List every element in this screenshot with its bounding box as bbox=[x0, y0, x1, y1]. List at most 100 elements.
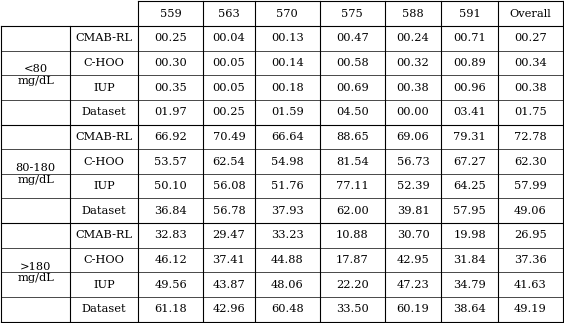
Text: 57.95: 57.95 bbox=[453, 206, 486, 216]
Text: Overall: Overall bbox=[509, 9, 552, 19]
Text: 26.95: 26.95 bbox=[514, 230, 547, 240]
Text: 67.27: 67.27 bbox=[453, 157, 486, 166]
Text: 00.47: 00.47 bbox=[336, 33, 368, 43]
Text: 57.99: 57.99 bbox=[514, 181, 547, 191]
Text: 54.98: 54.98 bbox=[271, 157, 303, 166]
Text: 39.81: 39.81 bbox=[396, 206, 429, 216]
Text: 32.83: 32.83 bbox=[155, 230, 187, 240]
Text: 00.89: 00.89 bbox=[453, 58, 486, 68]
Text: 47.23: 47.23 bbox=[396, 280, 429, 290]
Text: 48.06: 48.06 bbox=[271, 280, 303, 290]
Text: Dataset: Dataset bbox=[82, 107, 126, 117]
Text: 30.70: 30.70 bbox=[396, 230, 429, 240]
Text: 38.64: 38.64 bbox=[453, 304, 486, 314]
Text: 00.18: 00.18 bbox=[271, 83, 303, 93]
Text: 80-180
mg/dL: 80-180 mg/dL bbox=[16, 163, 56, 185]
Text: 66.92: 66.92 bbox=[155, 132, 187, 142]
Text: 62.54: 62.54 bbox=[213, 157, 245, 166]
Text: 00.05: 00.05 bbox=[213, 83, 245, 93]
Text: 570: 570 bbox=[276, 9, 298, 19]
Text: C-HOO: C-HOO bbox=[83, 58, 125, 68]
Text: 46.12: 46.12 bbox=[155, 255, 187, 265]
Text: 00.00: 00.00 bbox=[396, 107, 429, 117]
Text: 42.95: 42.95 bbox=[396, 255, 429, 265]
Text: 00.05: 00.05 bbox=[213, 58, 245, 68]
Text: 56.78: 56.78 bbox=[213, 206, 245, 216]
Text: 79.31: 79.31 bbox=[453, 132, 486, 142]
Text: 01.59: 01.59 bbox=[271, 107, 303, 117]
Text: 04.50: 04.50 bbox=[336, 107, 368, 117]
Text: 00.25: 00.25 bbox=[213, 107, 245, 117]
Text: 33.50: 33.50 bbox=[336, 304, 368, 314]
Text: 563: 563 bbox=[218, 9, 240, 19]
Text: IUP: IUP bbox=[93, 181, 115, 191]
Text: <80
mg/dL: <80 mg/dL bbox=[17, 65, 54, 86]
Text: 00.32: 00.32 bbox=[396, 58, 429, 68]
Text: 49.19: 49.19 bbox=[514, 304, 547, 314]
Text: 69.06: 69.06 bbox=[396, 132, 429, 142]
Text: 60.19: 60.19 bbox=[396, 304, 429, 314]
Text: 00.27: 00.27 bbox=[514, 33, 547, 43]
Text: 72.78: 72.78 bbox=[514, 132, 547, 142]
Text: 00.04: 00.04 bbox=[213, 33, 245, 43]
Text: 00.38: 00.38 bbox=[396, 83, 429, 93]
Text: 00.13: 00.13 bbox=[271, 33, 303, 43]
Text: 00.69: 00.69 bbox=[336, 83, 368, 93]
Text: 01.75: 01.75 bbox=[514, 107, 547, 117]
Text: 34.79: 34.79 bbox=[453, 280, 486, 290]
Text: IUP: IUP bbox=[93, 83, 115, 93]
Text: >180
mg/dL: >180 mg/dL bbox=[17, 262, 54, 283]
Text: 31.84: 31.84 bbox=[453, 255, 486, 265]
Text: 61.18: 61.18 bbox=[155, 304, 187, 314]
Text: 33.23: 33.23 bbox=[271, 230, 303, 240]
Text: 62.30: 62.30 bbox=[514, 157, 547, 166]
Text: 49.56: 49.56 bbox=[155, 280, 187, 290]
Text: 10.88: 10.88 bbox=[336, 230, 368, 240]
Text: 00.71: 00.71 bbox=[453, 33, 486, 43]
Text: 81.54: 81.54 bbox=[336, 157, 368, 166]
Text: 19.98: 19.98 bbox=[453, 230, 486, 240]
Text: Dataset: Dataset bbox=[82, 206, 126, 216]
Text: 56.08: 56.08 bbox=[213, 181, 245, 191]
Text: 41.63: 41.63 bbox=[514, 280, 547, 290]
Text: 00.34: 00.34 bbox=[514, 58, 547, 68]
Text: 53.57: 53.57 bbox=[155, 157, 187, 166]
Text: 50.10: 50.10 bbox=[155, 181, 187, 191]
Text: C-HOO: C-HOO bbox=[83, 255, 125, 265]
Text: 62.00: 62.00 bbox=[336, 206, 368, 216]
Text: 00.58: 00.58 bbox=[336, 58, 368, 68]
Text: 00.38: 00.38 bbox=[514, 83, 547, 93]
Text: 22.20: 22.20 bbox=[336, 280, 368, 290]
Text: 52.39: 52.39 bbox=[396, 181, 429, 191]
Text: 00.96: 00.96 bbox=[453, 83, 486, 93]
Text: 49.06: 49.06 bbox=[514, 206, 547, 216]
Text: 36.84: 36.84 bbox=[155, 206, 187, 216]
Text: 42.96: 42.96 bbox=[213, 304, 245, 314]
Text: 17.87: 17.87 bbox=[336, 255, 368, 265]
Text: Dataset: Dataset bbox=[82, 304, 126, 314]
Text: 575: 575 bbox=[341, 9, 363, 19]
Text: 56.73: 56.73 bbox=[396, 157, 429, 166]
Text: 00.30: 00.30 bbox=[155, 58, 187, 68]
Text: 66.64: 66.64 bbox=[271, 132, 303, 142]
Text: 29.47: 29.47 bbox=[213, 230, 245, 240]
Text: C-HOO: C-HOO bbox=[83, 157, 125, 166]
Text: 60.48: 60.48 bbox=[271, 304, 303, 314]
Text: 70.49: 70.49 bbox=[213, 132, 245, 142]
Text: IUP: IUP bbox=[93, 280, 115, 290]
Text: 37.41: 37.41 bbox=[213, 255, 245, 265]
Text: 00.25: 00.25 bbox=[155, 33, 187, 43]
Text: 64.25: 64.25 bbox=[453, 181, 486, 191]
Text: 588: 588 bbox=[402, 9, 424, 19]
Text: CMAB-RL: CMAB-RL bbox=[76, 132, 133, 142]
Text: 00.14: 00.14 bbox=[271, 58, 303, 68]
Text: 37.36: 37.36 bbox=[514, 255, 547, 265]
Text: 44.88: 44.88 bbox=[271, 255, 303, 265]
Text: 43.87: 43.87 bbox=[213, 280, 245, 290]
Text: 37.93: 37.93 bbox=[271, 206, 303, 216]
Text: 00.24: 00.24 bbox=[396, 33, 429, 43]
Text: 51.76: 51.76 bbox=[271, 181, 303, 191]
Text: 591: 591 bbox=[459, 9, 481, 19]
Text: CMAB-RL: CMAB-RL bbox=[76, 230, 133, 240]
Text: CMAB-RL: CMAB-RL bbox=[76, 33, 133, 43]
